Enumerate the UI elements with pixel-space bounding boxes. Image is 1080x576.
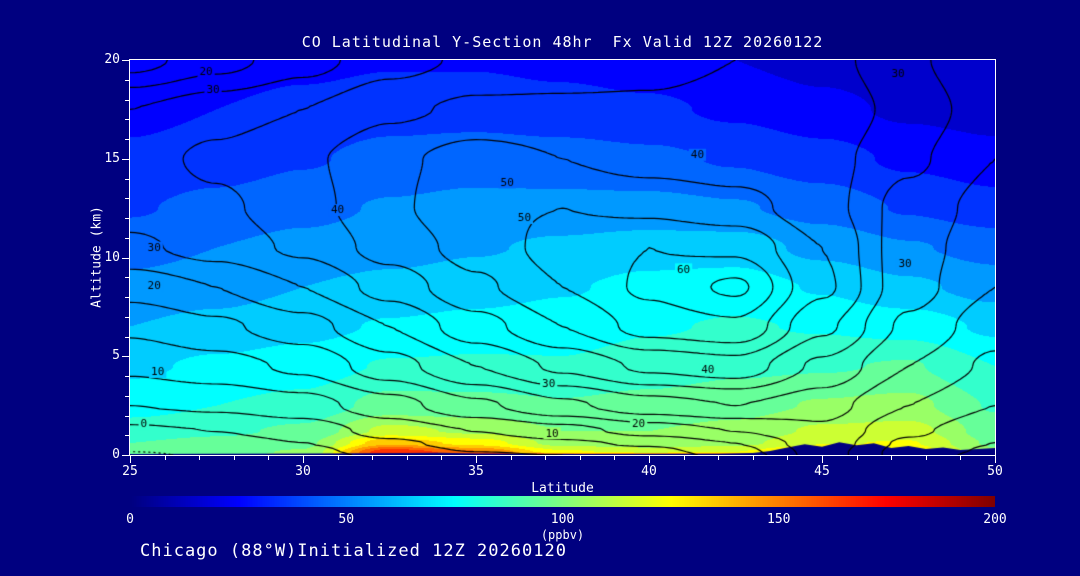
y-tick-mark xyxy=(125,336,130,338)
y-tick-mark xyxy=(125,297,130,298)
y-tick-mark xyxy=(125,79,130,81)
y-tick-mark xyxy=(125,415,130,417)
y-tick-mark xyxy=(125,376,130,377)
colorbar-tick-label: 150 xyxy=(767,512,791,527)
x-tick-mark xyxy=(683,456,685,460)
x-tick-mark xyxy=(579,456,581,460)
y-tick-mark xyxy=(125,395,130,397)
footer-caption: Chicago (88°W)Initialized 12Z 20260120 xyxy=(140,541,567,561)
x-tick-mark xyxy=(476,456,477,463)
x-tick-mark xyxy=(545,456,547,460)
y-tick-mark xyxy=(125,119,130,121)
colorbar-tick-label: 200 xyxy=(983,512,1007,527)
x-tick-mark xyxy=(995,456,996,463)
y-tick-mark xyxy=(125,99,130,101)
y-tick-mark xyxy=(122,60,130,61)
y-tick-mark xyxy=(125,277,130,279)
y-tick-mark xyxy=(122,455,130,456)
contour-plot-canvas xyxy=(130,60,995,455)
y-tick-label: 20 xyxy=(104,52,120,67)
x-tick-mark xyxy=(406,456,408,460)
x-tick-mark xyxy=(891,456,893,460)
colorbar-tick-label: 100 xyxy=(550,512,575,527)
x-tick-mark xyxy=(268,456,270,460)
colorbar-tick-label: 50 xyxy=(338,512,355,527)
y-tick-label: 0 xyxy=(112,447,120,462)
x-tick-mark xyxy=(649,456,650,463)
x-tick-mark xyxy=(164,456,166,460)
x-tick-mark xyxy=(925,456,927,460)
y-tick-mark xyxy=(125,178,130,180)
x-tick-label: 50 xyxy=(987,464,1003,479)
x-tick-mark xyxy=(752,456,754,460)
x-tick-mark xyxy=(510,456,512,460)
chart-title: CO Latitudinal Y-Section 48hr Fx Valid 1… xyxy=(301,33,824,51)
x-tick-mark xyxy=(960,456,962,460)
x-tick-mark xyxy=(718,456,720,460)
x-tick-mark xyxy=(233,456,235,460)
x-tick-label: 25 xyxy=(122,464,138,479)
y-tick-label: 10 xyxy=(104,249,120,265)
x-tick-label: 40 xyxy=(641,464,657,479)
y-tick-mark xyxy=(125,435,130,437)
y-tick-mark xyxy=(122,356,130,358)
colorbar-gradient xyxy=(130,496,995,507)
x-tick-mark xyxy=(130,456,131,463)
y-tick-mark xyxy=(125,139,130,140)
x-tick-mark xyxy=(822,456,823,463)
x-tick-mark xyxy=(303,456,304,463)
y-tick-mark xyxy=(125,198,130,200)
y-tick-mark xyxy=(125,218,130,219)
y-tick-mark xyxy=(125,316,130,318)
colorbar-units-label: (ppbv) xyxy=(540,528,585,542)
x-tick-mark xyxy=(614,456,616,460)
x-axis-title: Latitude xyxy=(531,481,594,496)
x-tick-mark xyxy=(441,456,443,460)
x-tick-label: 30 xyxy=(295,464,311,479)
x-tick-mark xyxy=(199,456,201,460)
y-tick-mark xyxy=(122,257,130,259)
x-tick-label: 45 xyxy=(814,464,830,479)
x-tick-mark xyxy=(856,456,858,460)
x-tick-mark xyxy=(372,456,374,460)
x-tick-mark xyxy=(337,456,339,460)
x-tick-mark xyxy=(787,456,789,460)
y-tick-mark xyxy=(122,158,130,160)
colorbar-tick-label: 0 xyxy=(126,512,134,527)
y-tick-label: 5 xyxy=(112,348,120,364)
x-tick-label: 35 xyxy=(468,464,484,479)
y-tick-label: 15 xyxy=(104,150,120,166)
y-tick-mark xyxy=(125,237,130,239)
